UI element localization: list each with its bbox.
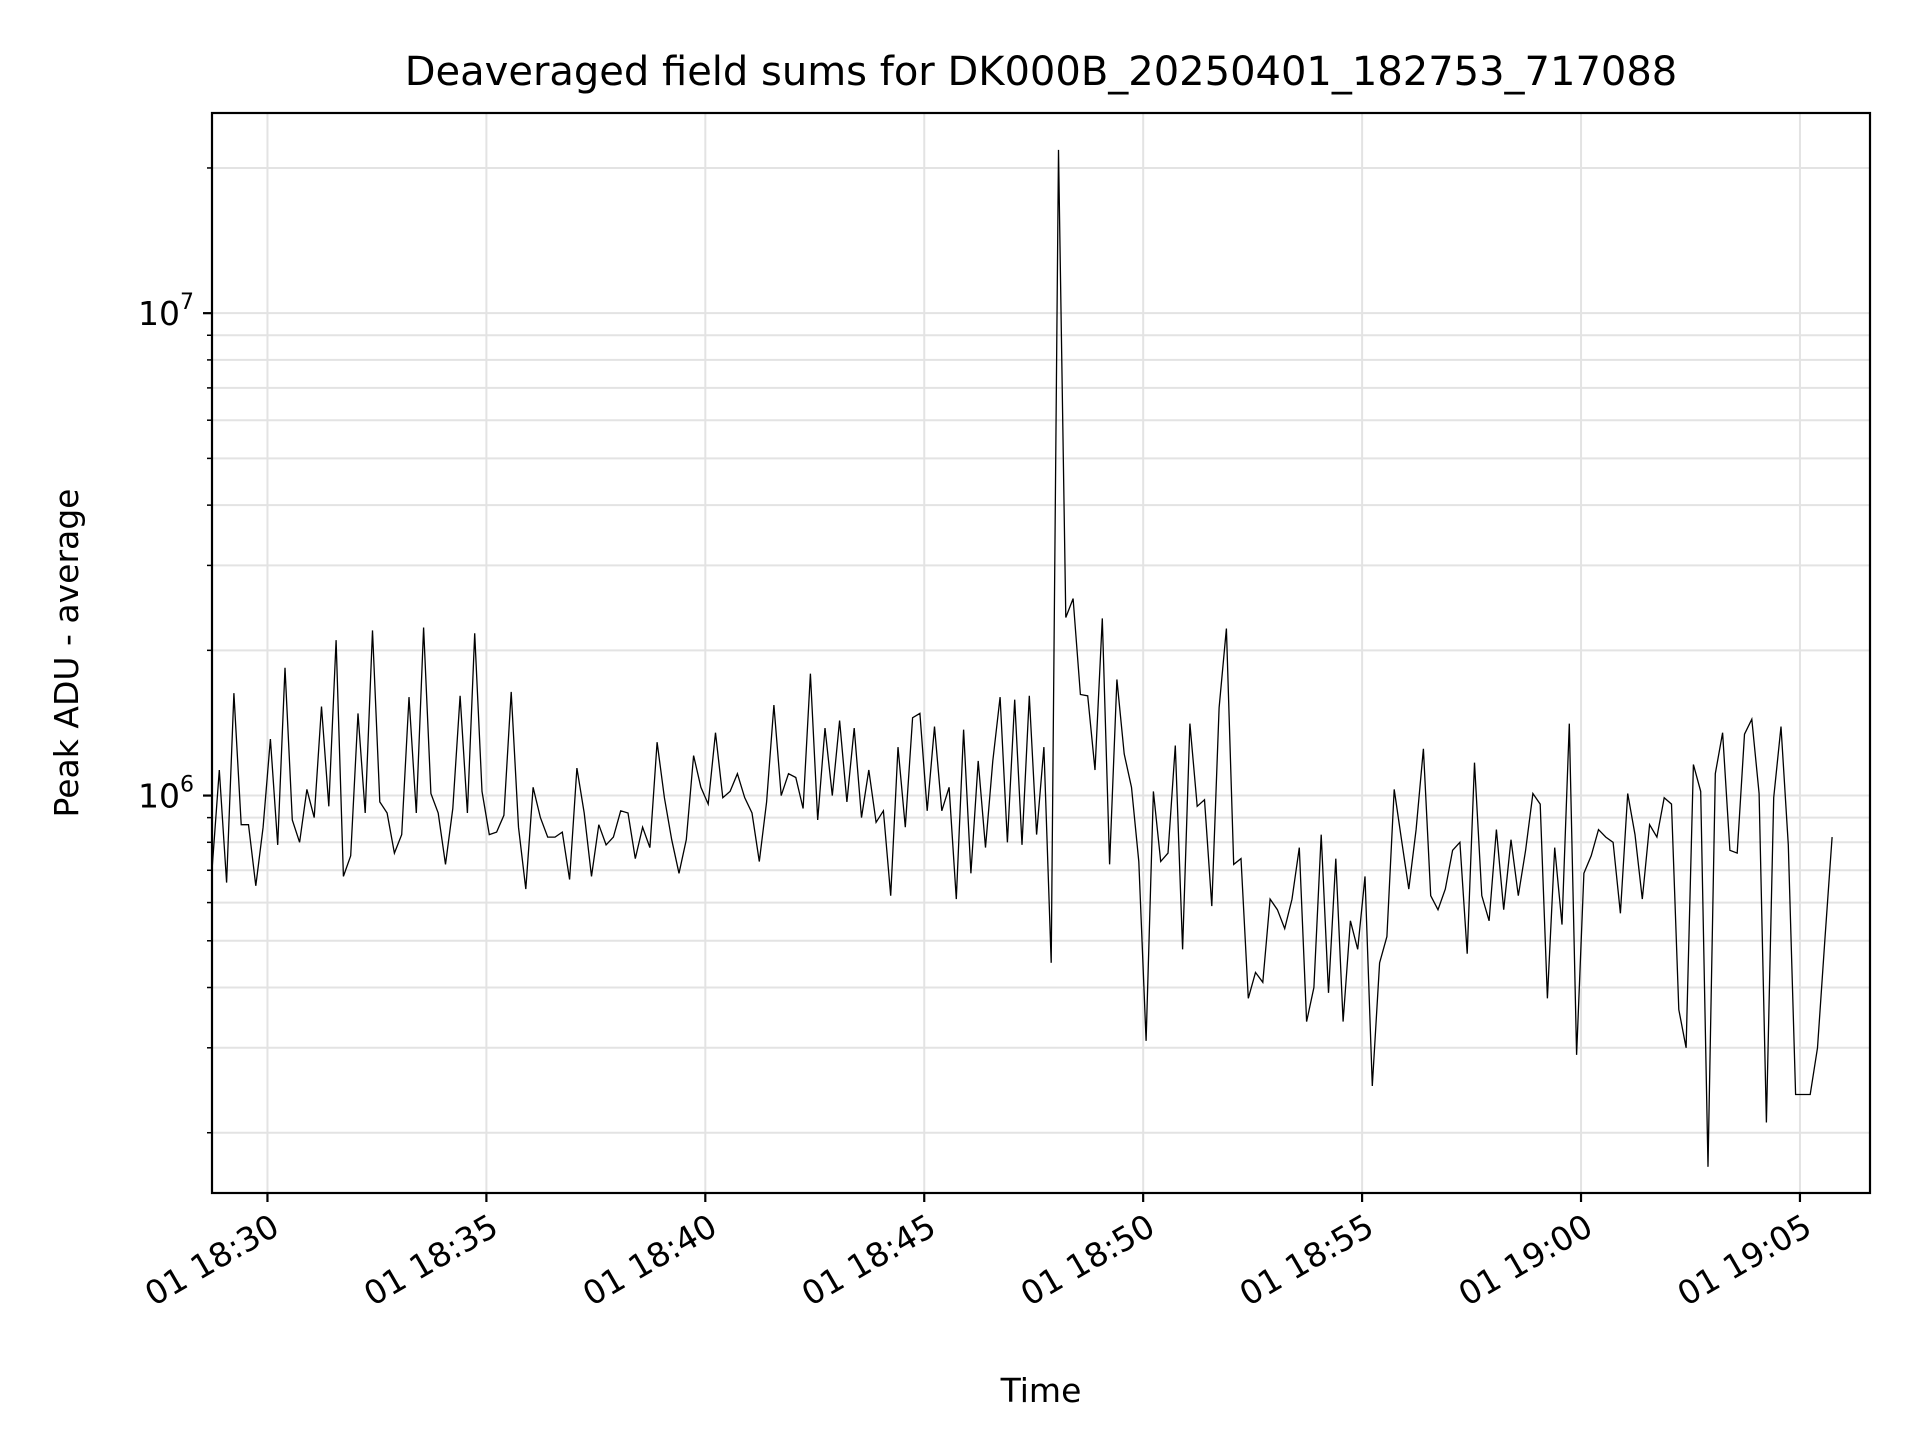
x-tick-label: 01 18:55 [1233,1206,1380,1314]
y-tick-base: 10 [138,294,180,333]
x-tick-label: 01 18:40 [576,1206,723,1314]
x-tick-label: 01 19:05 [1671,1206,1818,1314]
y-tick-label: 106 [138,773,194,816]
chart-title: Deaveraged field sums for DK000B_2025040… [405,49,1678,95]
y-tick-label: 107 [138,290,194,333]
grid-layer [212,113,1870,1193]
plot-frame [210,111,1872,1195]
series-line [211,149,1833,1167]
y-tick-base: 10 [138,777,180,816]
tick-layer: 01 18:30 01 18:35 01 18:40 01 18:45 01 18:50… [138,167,1818,1314]
y-axis-label: Peak ADU - average [47,489,86,818]
y-tick-exponent: 6 [180,773,194,798]
x-tick-label: 01 19:00 [1452,1206,1599,1314]
x-tick-label: 01 18:30 [138,1206,285,1314]
x-axis-label: Time [1000,1371,1082,1410]
y-tick-exponent: 7 [180,290,194,315]
x-tick-label: 01 18:35 [357,1206,504,1314]
x-tick-label: 01 18:50 [1014,1206,1161,1314]
x-tick-label: 01 18:45 [795,1206,942,1314]
